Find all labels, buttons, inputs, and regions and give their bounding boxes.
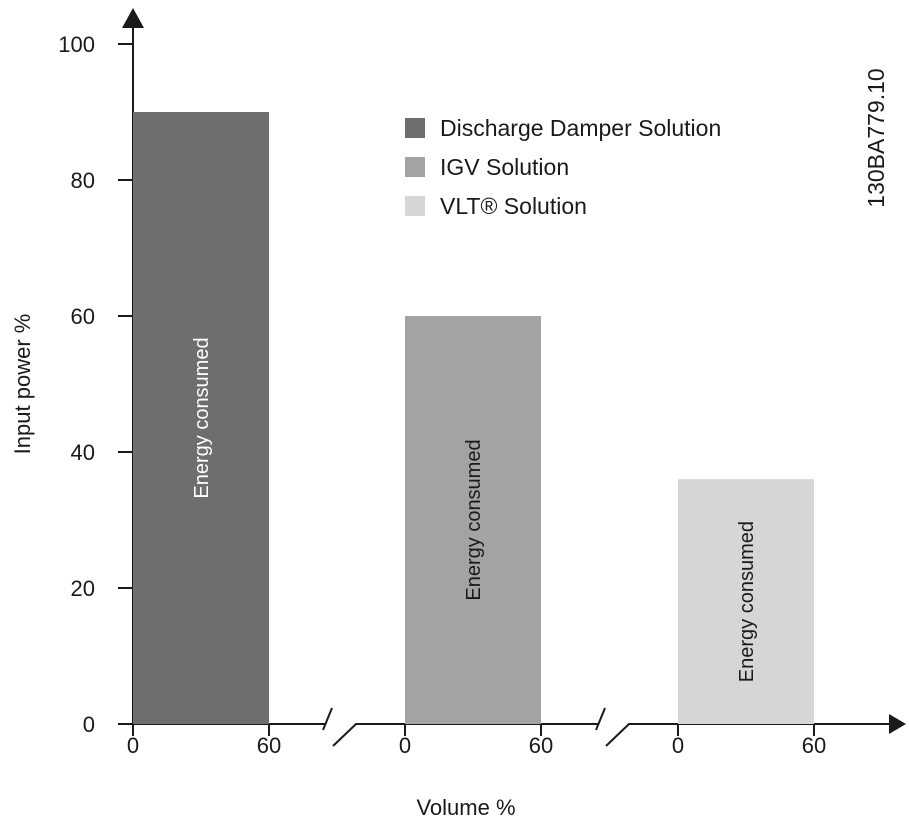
y-tick-label: 0	[83, 712, 95, 737]
x-axis-break	[322, 707, 333, 731]
bar-label: Energy consumed	[463, 439, 485, 600]
legend-entry: Discharge Damper Solution	[440, 115, 721, 141]
x-tick-label: 60	[529, 733, 553, 758]
y-tick-label: 60	[71, 304, 95, 329]
x-tick-label: 60	[257, 733, 281, 758]
bar	[405, 316, 541, 724]
bar	[133, 112, 269, 724]
x-tick-label: 0	[127, 733, 139, 758]
y-tick-label: 80	[71, 168, 95, 193]
x-tick-label: 0	[672, 733, 684, 758]
bars: Energy consumed Energy consumed Energy con…	[133, 112, 814, 724]
bar-label: Energy consumed	[191, 337, 213, 498]
y-axis-title: Input power %	[10, 314, 35, 455]
x-axis-break	[595, 707, 606, 731]
x-axis-title: Volume %	[416, 795, 515, 820]
x-axis-line	[605, 723, 892, 747]
x-tick-label: 60	[802, 733, 826, 758]
y-tick-label: 100	[58, 32, 95, 57]
legend-entry: IGV Solution	[440, 154, 569, 180]
x-axis-arrow	[889, 714, 906, 734]
legend-swatch	[405, 157, 425, 177]
y-axis-arrow	[122, 8, 144, 28]
x-axis-line	[332, 723, 598, 747]
y-tick-label: 40	[71, 440, 95, 465]
x-tick-label: 0	[399, 733, 411, 758]
tick-labels: 0 20 40 60 80 100 0 60 0 60 0 60	[58, 32, 826, 758]
legend-entry: VLT® Solution	[440, 193, 587, 219]
bar	[678, 479, 814, 724]
y-tick-label: 20	[71, 576, 95, 601]
legend-swatch	[405, 196, 425, 216]
legend: Discharge Damper Solution IGV Solution VLT…	[405, 115, 721, 219]
bar-label: Energy consumed	[736, 521, 758, 682]
legend-swatch	[405, 118, 425, 138]
figure-code: 130BA779.10	[863, 68, 889, 207]
